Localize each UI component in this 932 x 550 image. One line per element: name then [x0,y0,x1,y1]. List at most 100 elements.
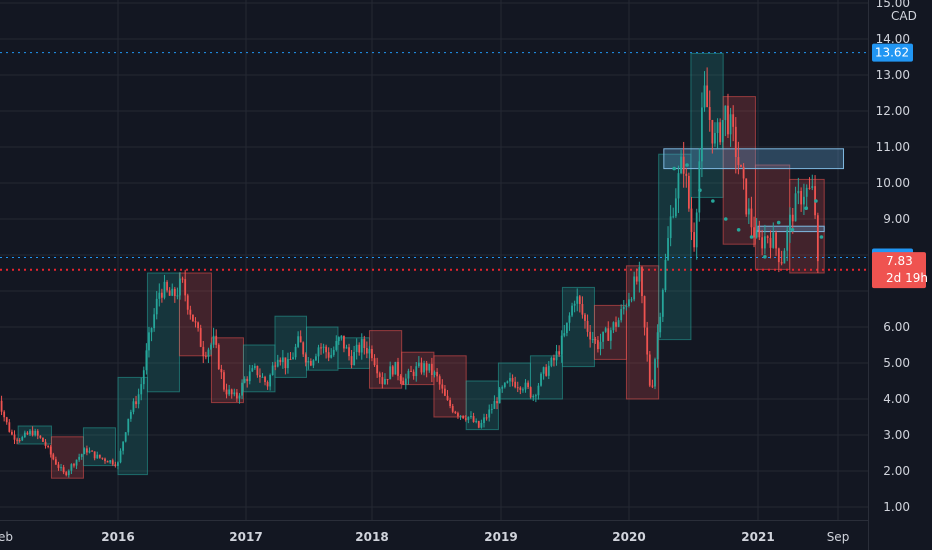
candle-body [687,175,690,209]
candle-body [281,357,284,363]
x-tick-label: eb [0,530,13,544]
candle-body [179,278,181,296]
candle-body [389,366,392,380]
candle-body [680,156,682,174]
candle-body [264,376,266,383]
range-box [178,272,212,357]
candle-body [641,267,643,297]
candle-body [54,459,57,465]
y-tick-label: 11.00 [876,140,910,154]
signal-marker [814,199,818,203]
candle-body [307,361,310,363]
candle-body [8,422,11,432]
range-box [274,315,307,378]
candle-body [284,357,287,369]
candle-body [656,332,659,360]
candle-body [571,305,573,316]
signal-marker [790,228,795,232]
candle-body [132,401,135,412]
candle-body [163,281,166,298]
candle-body [485,417,488,419]
y-tick-label: 4.00 [883,392,910,406]
candle-body [150,328,153,333]
candle-body [766,236,769,238]
candle-body [235,392,238,399]
candle-body [261,376,264,378]
candle-body [0,400,3,412]
candle-body [127,418,130,433]
candle-body [425,363,428,371]
candle-body [137,394,140,405]
candle-body [325,346,328,353]
candle-body [42,437,44,442]
markers [672,163,824,259]
candle-body [117,462,119,466]
candle-body [527,382,529,388]
candle-body [381,377,384,385]
candle-body [446,395,449,401]
candle-body [315,356,317,361]
candle-body [253,365,256,369]
candle-body [217,344,220,370]
candle-body [289,359,292,361]
candle-body [73,464,75,466]
candle-body [591,339,594,341]
range-box [117,376,148,476]
x-tick-label: 2020 [612,530,645,544]
candle-body [635,276,638,282]
candle-body [391,366,394,375]
candle-body [682,156,685,174]
candle-body [747,208,750,215]
last-price-tag [872,252,926,289]
candle-body [457,413,459,417]
candle-body [729,114,732,135]
candle-body [340,335,343,338]
candle-body [49,446,52,455]
candle-body [503,382,506,388]
candle-body [433,371,436,375]
candle-body [140,384,143,395]
candle-body [584,314,586,321]
signal-marker [776,220,781,225]
candle-body [783,250,786,264]
candle-body [199,328,202,347]
signal-marker [711,199,715,203]
candle-body [470,416,472,418]
candle-body [643,296,646,328]
candle-body [358,344,361,353]
candle-body [52,454,55,460]
candle-body [166,281,168,291]
candle-body [373,358,376,366]
y-tick-label: 3.00 [883,428,910,442]
candle-body [299,336,302,343]
candle-body [524,382,527,390]
candle-body [674,198,677,217]
candle-body [96,454,99,459]
candle-body [153,314,156,329]
candle-body [581,303,584,315]
candle-body [294,346,297,358]
x-tick-label: 2019 [484,530,517,544]
candle-body [693,232,695,248]
candle-body [371,349,373,359]
candle-body [594,339,597,341]
candle-body [506,381,509,383]
candle-body [181,278,184,280]
candles [0,67,819,478]
candle-body [202,346,205,357]
candle-body [5,417,8,423]
candle-body [11,431,13,435]
candle-body [496,401,498,404]
candle-body [464,418,467,420]
candle-body [189,309,192,315]
signal-marker [736,228,741,232]
candle-body [734,126,737,158]
candle-body [212,335,215,345]
candle-body [459,415,462,417]
countdown-label: 2d 19h [886,271,928,285]
y-tick-label: 13.00 [876,68,910,82]
candle-body [777,248,780,263]
candle-body [114,464,117,466]
